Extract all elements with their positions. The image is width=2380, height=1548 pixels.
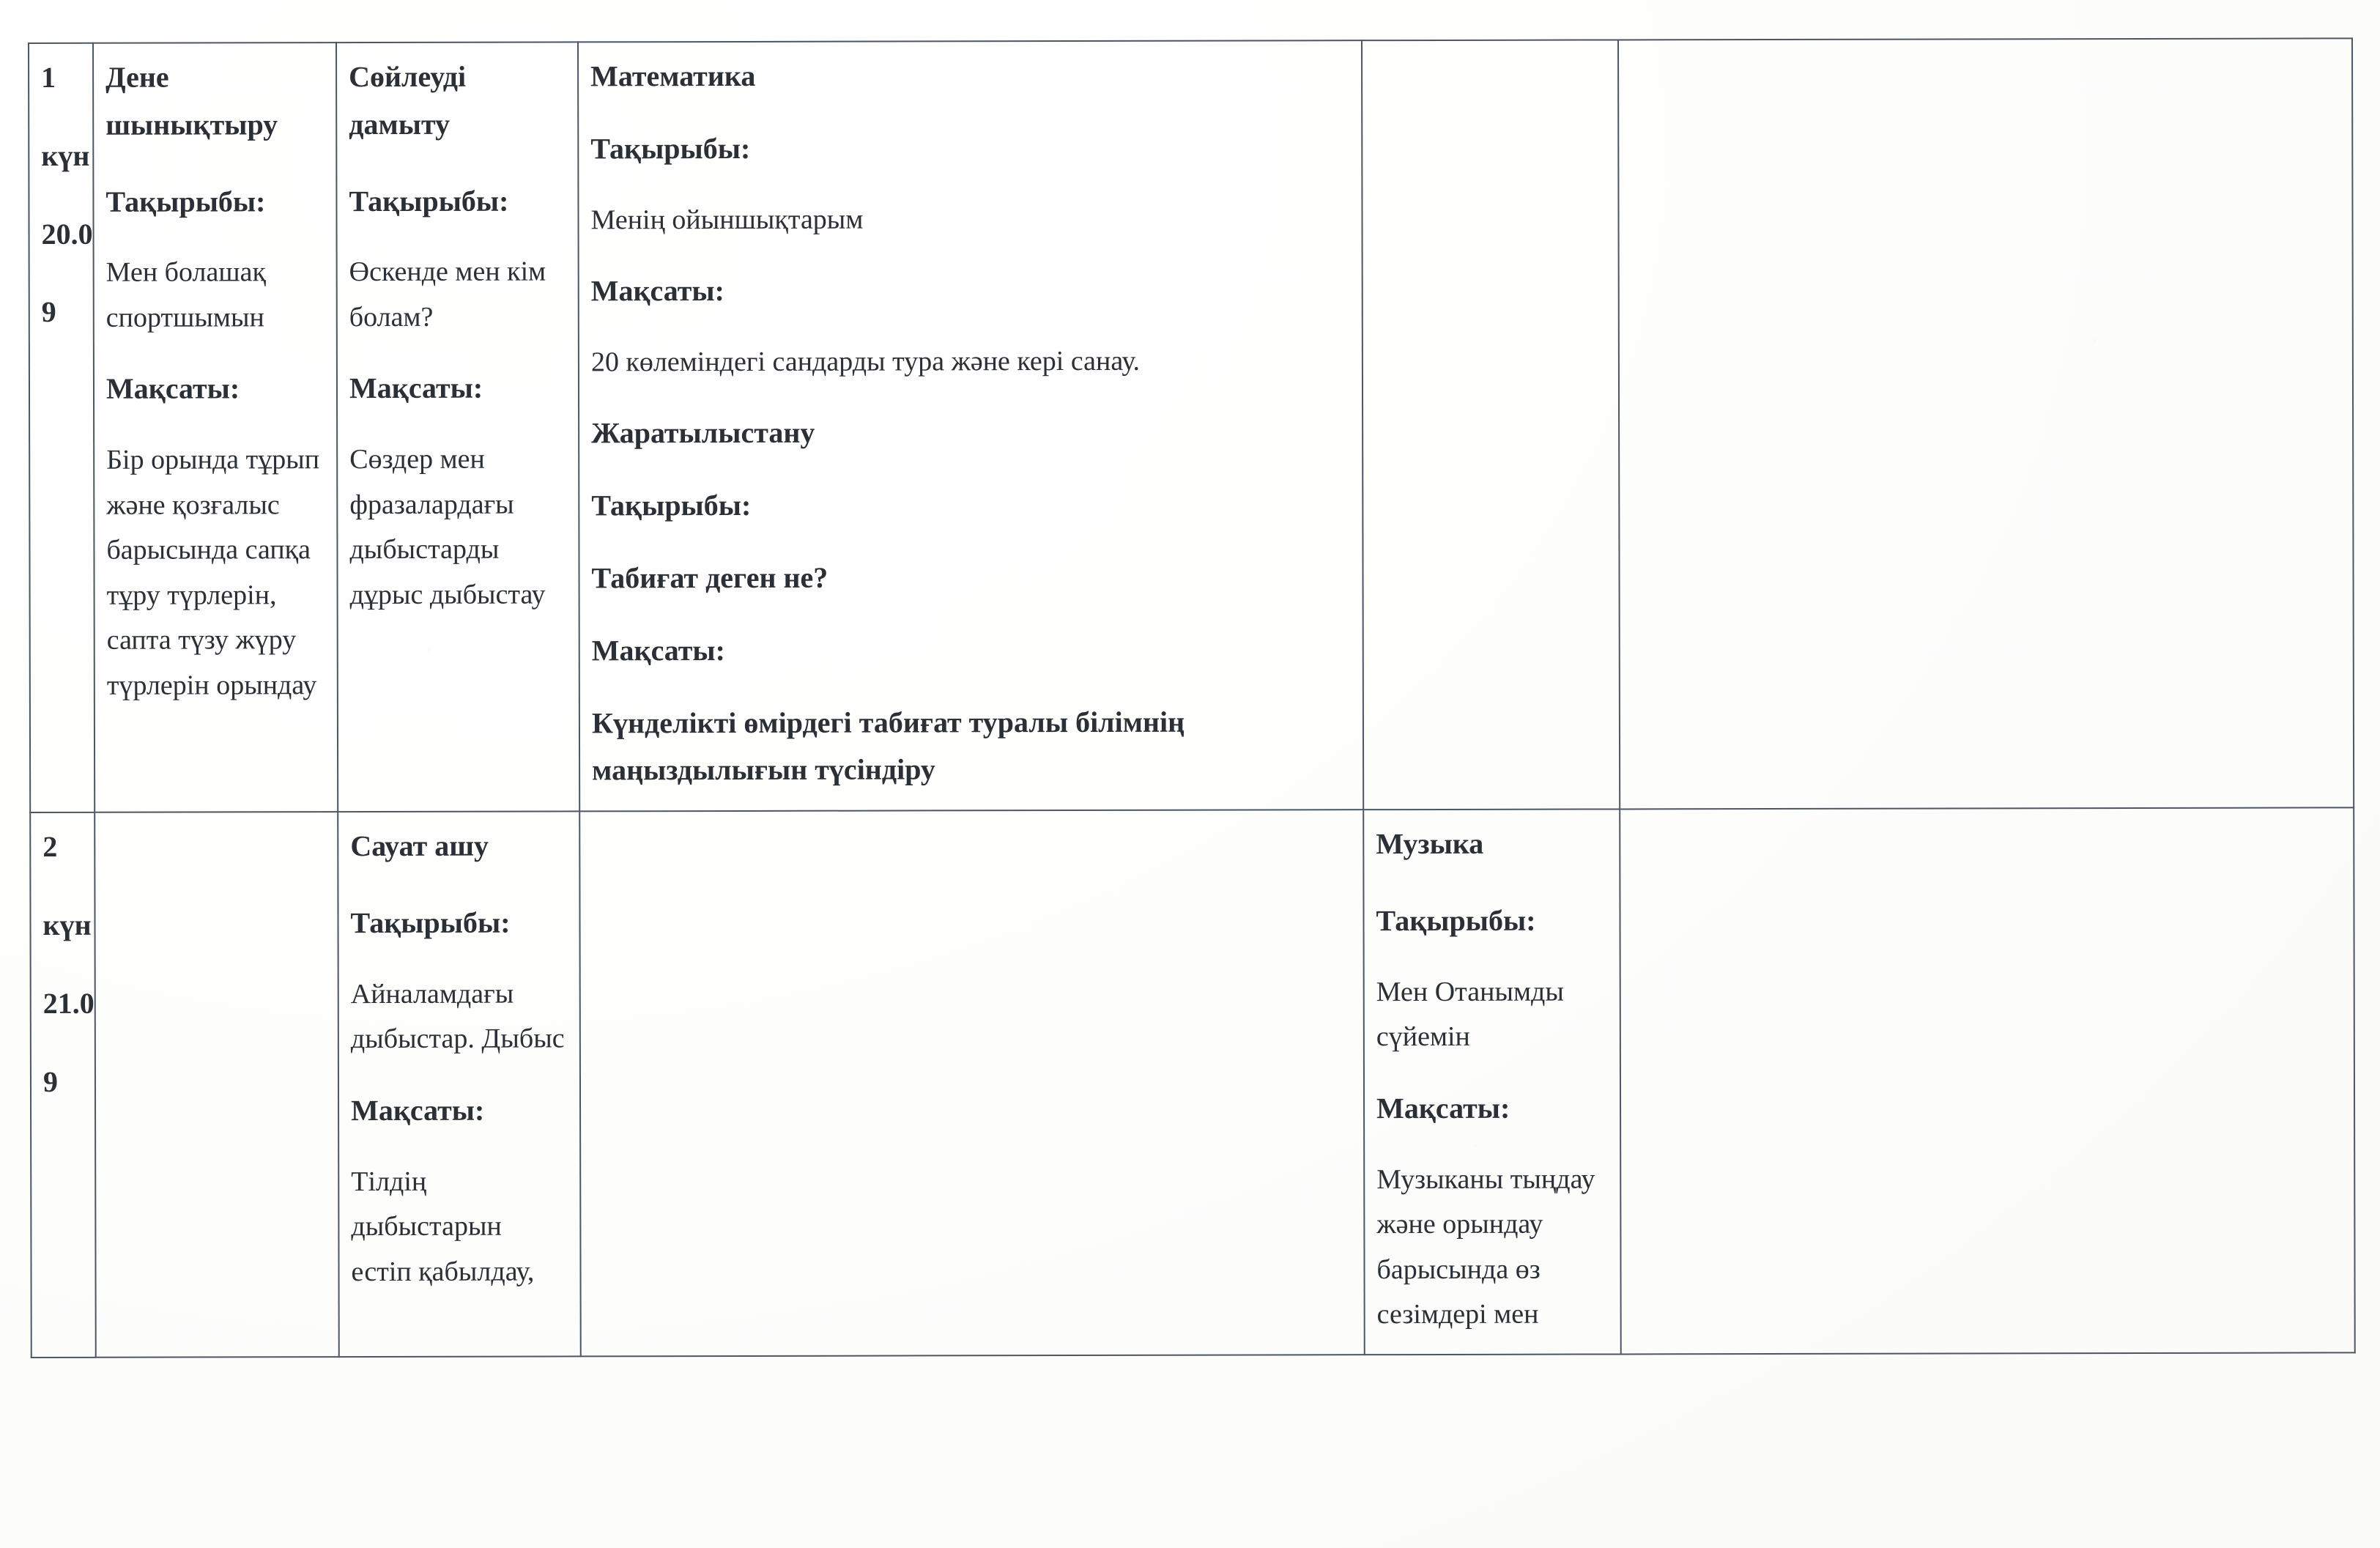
day-number: 1 (41, 60, 56, 94)
day-date-line-2: 9 (42, 1064, 59, 1098)
topic-text: Айналамдағы дыбыстар. Дыбыс (350, 978, 565, 1055)
topic-label: Тақырыбы: (1376, 903, 1536, 938)
goal-label: Мақсаты: (1376, 1091, 1510, 1125)
science-goal-label: Мақсаты: (591, 633, 726, 667)
subject-title-line-2: дамыту (349, 107, 451, 141)
goal-text: Тілдің дыбыстарын естіп қабылдау, (351, 1166, 535, 1287)
goal-label: Мақсаты: (105, 371, 240, 406)
math-topic-label: Тақырыбы: (590, 131, 751, 166)
day-word: күн (42, 908, 92, 942)
subject-title-line-1: Сөйлеуді (349, 59, 467, 94)
goal-label: Мақсаты: (349, 371, 483, 405)
speech-development-cell: Сөйлеуді дамыту Тақырыбы: Өскенде мен кі… (336, 42, 580, 812)
goal-text: Музыканы тыңдау және орындау барысында ө… (1376, 1163, 1595, 1330)
day-word: күн (41, 138, 90, 172)
day-cell-1: 1 күн 20.0 9 (29, 42, 95, 813)
lesson-plan-table: 1 күн 20.0 9 Дене шынықтыру Тақырыбы: Ме… (28, 37, 2356, 1358)
topic-text: Мен болашақ спортшымын (105, 256, 266, 333)
physical-education-cell: Дене шынықтыру Тақырыбы: Мен болашақ спо… (93, 42, 338, 813)
math-subject-title: Математика (590, 59, 756, 93)
math-goal-label: Мақсаты: (590, 274, 724, 308)
main-subjects-cell: Математика Тақырыбы: Менің ойыншықтарым … (578, 40, 1364, 812)
subject-title-line-1: Дене (105, 60, 169, 94)
topic-text: Мен Отанымды сүйемін (1376, 976, 1564, 1053)
subject-title: Музыка (1376, 827, 1484, 861)
table-row: 1 күн 20.0 9 Дене шынықтыру Тақырыбы: Ме… (29, 38, 2354, 813)
subject-title-line-2: шынықтыру (105, 108, 278, 141)
notes-cell-empty (1620, 807, 2355, 1355)
goal-text: Сөздер мен фразалардағы дыбыстарды дұрыс… (349, 443, 546, 611)
literacy-cell: Сауат ашу Тақырыбы: Айналамдағы дыбыстар… (338, 811, 581, 1358)
science-topic-label: Тақырыбы: (591, 489, 752, 522)
topic-label: Тақырыбы: (349, 184, 509, 218)
goal-label: Мақсаты: (351, 1093, 485, 1127)
table-row: 2 күн 21.0 9 Сауат ашу Тақырыбы: Айналам… (30, 807, 2355, 1358)
music-cell: Музыка Тақырыбы: Мен Отанымды сүйемін Ма… (1363, 809, 1621, 1355)
day-cell-2: 2 күн 21.0 9 (30, 812, 96, 1358)
goal-text: Бір орында тұрып және қозғалыс барысында… (106, 444, 320, 701)
math-goal-text: 20 көлеміндегі сандарды тура және кері с… (590, 345, 1141, 378)
science-subject-title: Жаратылыстану (591, 416, 815, 450)
day-date-line-1: 20.0 (41, 217, 93, 251)
math-topic-text: Менің ойыншықтарым (590, 204, 864, 235)
day-number: 2 (42, 830, 58, 864)
topic-label: Тақырыбы: (350, 906, 511, 940)
music-cell-empty (1361, 40, 1620, 810)
day-date-line-2: 9 (41, 295, 56, 329)
topic-label: Тақырыбы: (105, 184, 266, 218)
day-date-line-1: 21.0 (42, 986, 94, 1020)
physical-education-cell-empty (94, 812, 339, 1358)
subject-title: Сауат ашу (350, 829, 489, 863)
main-subjects-cell-empty (579, 810, 1365, 1357)
science-topic-text: Табиғат деген не? (591, 560, 828, 595)
notes-cell-empty (1617, 38, 2354, 810)
topic-text: Өскенде мен кім болам? (349, 256, 546, 333)
science-goal-text: Күнделікті өмірдегі табиғат туралы білім… (591, 705, 1185, 787)
